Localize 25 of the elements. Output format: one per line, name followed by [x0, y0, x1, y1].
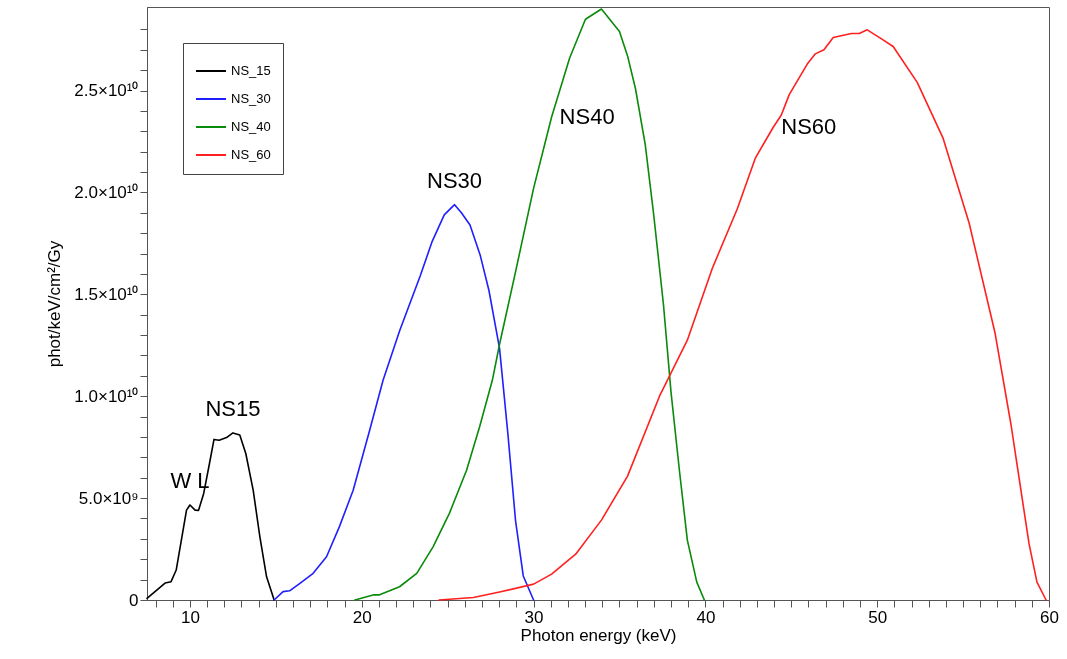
line-series	[273, 203, 535, 601]
y-tick-label: 2.5×10¹⁰	[74, 81, 139, 101]
annotation: NS15	[205, 395, 261, 421]
y-tick-label: 2.0×10¹⁰	[74, 182, 139, 202]
y-tick-label: 0	[129, 590, 139, 610]
x-tick-label: 50	[868, 607, 888, 627]
x-tick-label: 20	[352, 607, 372, 627]
y-axis-title: phot/keV/cm²/Gy	[45, 240, 65, 368]
line-series	[354, 8, 706, 601]
legend-label: NS_15	[231, 63, 271, 78]
y-tick-label: 1.0×10¹⁰	[74, 386, 139, 406]
annotation: NS30	[427, 167, 483, 193]
y-tick-label: 5.0×10⁹	[78, 488, 139, 508]
legend-label: NS_60	[231, 147, 271, 162]
x-tick-label: 30	[524, 607, 544, 627]
line-series	[146, 432, 275, 601]
x-tick-label: 60	[1040, 607, 1059, 627]
annotation: NS40	[559, 104, 615, 130]
annotation: NS60	[781, 114, 837, 140]
x-tick-label: 10	[180, 607, 200, 627]
x-tick-label: 40	[696, 607, 716, 627]
y-tick-label: 1.5×10¹⁰	[74, 284, 139, 304]
legend-label: NS_40	[231, 119, 271, 134]
x-axis-title: Photon energy (keV)	[520, 625, 677, 645]
legend-label: NS_30	[231, 91, 271, 106]
